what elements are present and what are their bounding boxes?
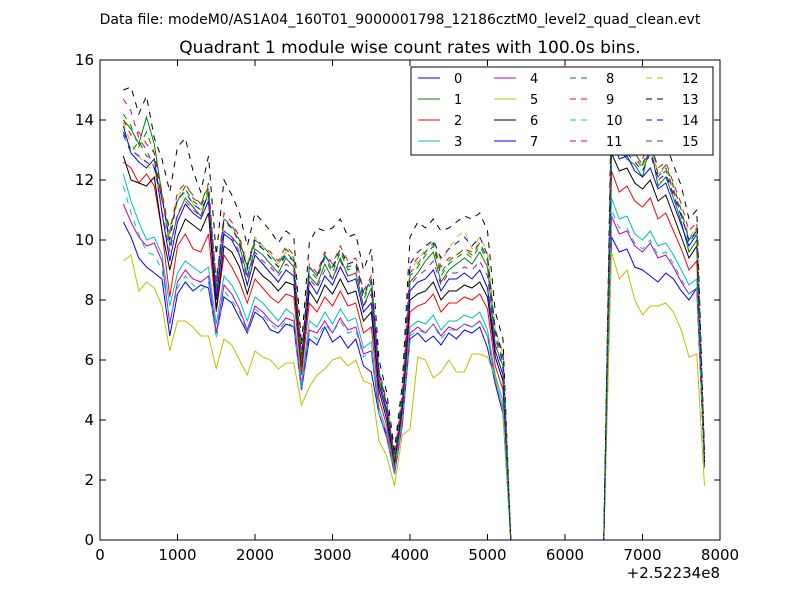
legend-label-10: 10 [606, 114, 623, 129]
plot-frame [99, 59, 721, 541]
legend-label-6: 6 [530, 114, 538, 129]
legend-label-0: 0 [454, 72, 462, 87]
axis-ticks: 0 1000 2000 3000 4000 5000 6000 7000 80000246810… [75, 51, 739, 564]
legend-label-9: 9 [606, 93, 614, 108]
series-layer [122, 86, 705, 540]
y-tick-label: 2 [84, 471, 94, 489]
legend-label-4: 4 [530, 72, 538, 87]
x-tick-label: 6000 [546, 546, 584, 564]
legend-label-11: 11 [606, 135, 623, 150]
legend-label-7: 7 [530, 135, 538, 150]
x-tick-label: 7000 [623, 546, 661, 564]
y-tick-label: 0 [84, 531, 94, 549]
data-file-suptitle: Data file: modeM0/AS1A04_160T01_90000017… [100, 12, 701, 28]
series-line-11 [122, 98, 705, 540]
legend-label-5: 5 [530, 93, 538, 108]
x-tick-label: 4000 [391, 546, 429, 564]
x-tick-label: 2000 [236, 546, 274, 564]
y-tick-label: 8 [84, 291, 94, 309]
legend-label-2: 2 [454, 114, 462, 129]
x-tick-label: 5000 [468, 546, 506, 564]
y-tick-label: 4 [84, 411, 94, 429]
y-tick-label: 16 [75, 51, 94, 69]
x-tick-label: 8000 [701, 546, 739, 564]
legend-label-14: 14 [682, 114, 699, 129]
legend-label-15: 15 [682, 135, 699, 150]
x-offset-label: +2.52234e8 [627, 564, 720, 582]
legend-label-1: 1 [454, 93, 462, 108]
x-tick-label: 3000 [313, 546, 351, 564]
legend-label-8: 8 [606, 72, 614, 87]
x-tick-label: 0 [95, 546, 105, 564]
series-line-14 [122, 128, 705, 540]
legend-label-3: 3 [454, 135, 462, 150]
legend-label-12: 12 [682, 72, 699, 87]
legend-frame [410, 66, 714, 156]
y-tick-label: 14 [75, 111, 94, 129]
chart-title: Quadrant 1 module wise count rates with … [179, 38, 640, 58]
series-line-15 [122, 119, 705, 540]
series-line-10 [122, 185, 705, 540]
y-tick-label: 12 [75, 171, 94, 189]
y-tick-label: 6 [84, 351, 94, 369]
x-tick-label: 1000 [158, 546, 196, 564]
legend-label-13: 13 [682, 93, 699, 108]
y-tick-label: 10 [75, 231, 94, 249]
